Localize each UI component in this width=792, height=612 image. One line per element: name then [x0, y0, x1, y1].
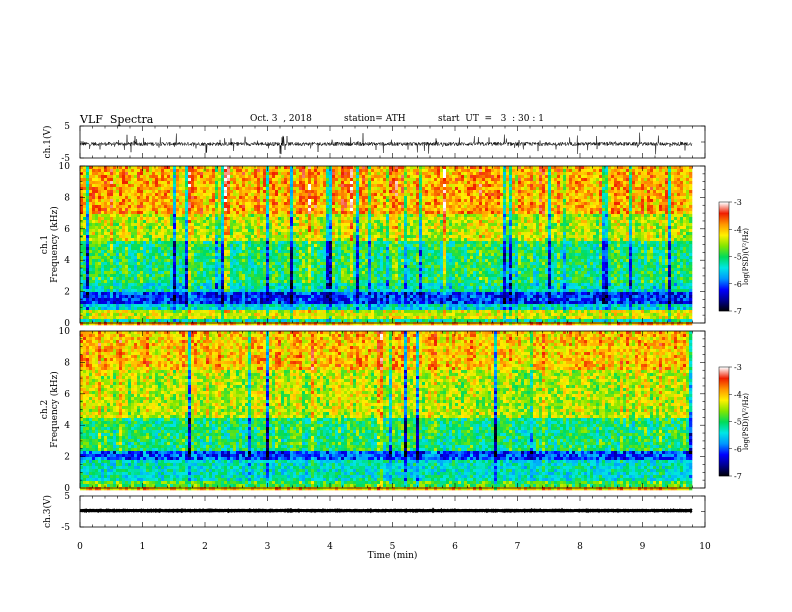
chart-title: VLF Spectra — [80, 113, 153, 126]
x-tick-label: 7 — [515, 542, 521, 552]
colorbar-tick-label: -3 — [734, 363, 742, 372]
y-tick-label: 5 — [64, 122, 70, 132]
colorbar-tick-label: -6 — [734, 280, 742, 289]
x-tick-label: 3 — [265, 542, 271, 552]
colorbar-label: log(PSD)(V²/Hz) — [742, 228, 750, 285]
colorbar-tick-label: -5 — [734, 253, 742, 262]
start-time-label: start UT = 3 : 30 : 1 — [438, 114, 544, 124]
y-tick-label: 4 — [64, 256, 70, 266]
colorbar-tick-label: -4 — [734, 390, 742, 399]
colorbar-tick-label: -7 — [734, 472, 742, 481]
y-tick-label: 2 — [64, 453, 70, 463]
ch3-waveform-panel: 5 -5 ch.3(V) — [42, 492, 706, 533]
colorbar-tick-label: -5 — [734, 418, 742, 427]
x-axis-label: Time (min) — [368, 550, 418, 561]
colorbar-tick-label: -4 — [734, 225, 742, 234]
y-tick-label: 8 — [64, 358, 70, 368]
y-axis-label: Frequency (kHz) — [49, 371, 60, 448]
y-tick-label: 6 — [64, 225, 70, 235]
x-tick-label: 0 — [77, 542, 83, 552]
y-axis-label: Frequency (kHz) — [49, 206, 60, 283]
y-tick-label: -5 — [61, 523, 70, 533]
date-label: Oct. 3 , 2018 — [250, 114, 312, 124]
ch1-waveform-panel: 5 -5 ch.1(V) — [42, 122, 706, 164]
x-tick-label: 8 — [577, 542, 583, 552]
y-tick-label: 4 — [64, 421, 70, 431]
channel-label: ch.2 — [40, 400, 50, 419]
x-tick-label: 10 — [699, 542, 711, 552]
y-tick-label: 6 — [64, 390, 70, 400]
y-tick-label: 8 — [64, 193, 70, 203]
spectrogram-image — [80, 331, 693, 491]
colorbar-tick-label: -6 — [734, 445, 742, 454]
y-axis-label: ch.1(V) — [42, 126, 53, 159]
x-tick-label: 5 — [390, 542, 396, 552]
waveform-trace — [79, 507, 693, 514]
y-tick-label: 0 — [64, 319, 70, 329]
colorbar-tick-label: -3 — [734, 198, 742, 207]
station-label: station= ATH — [344, 114, 406, 124]
spectrogram-image — [80, 166, 693, 326]
ch1-colorbar: -3 -4 -5 -6 -7 log(PSD)(V²/Hz) — [718, 198, 750, 316]
x-tick-label: 1 — [140, 542, 146, 552]
colorbar-label: log(PSD)(V²/Hz) — [742, 393, 750, 450]
y-tick-label: 10 — [59, 327, 71, 337]
waveform-trace — [79, 132, 693, 155]
colorbar-tick-label: -7 — [734, 307, 742, 316]
channel-label: ch.1 — [40, 235, 50, 254]
y-tick-label: 2 — [64, 288, 70, 298]
ch2-colorbar: -3 -4 -5 -6 -7 log(PSD)(V²/Hz) — [718, 363, 750, 481]
ch1-spectrogram-panel: 0 2 4 6 8 10 ch.1 Frequency (kHz) — [40, 162, 706, 329]
y-tick-label: 0 — [64, 484, 70, 494]
x-tick-label: 2 — [202, 542, 208, 552]
x-tick-label: 6 — [452, 542, 458, 552]
time-axis: 0 1 2 3 4 5 6 7 8 9 10 Time (min) — [77, 542, 711, 561]
x-tick-label: 9 — [640, 542, 646, 552]
x-tick-label: 4 — [327, 542, 333, 552]
y-tick-label: 10 — [59, 162, 71, 172]
y-tick-label: 5 — [64, 492, 70, 502]
y-tick-label: -5 — [61, 154, 70, 164]
y-axis-label: ch.3(V) — [42, 495, 53, 528]
ch2-spectrogram-panel: 0 2 4 6 8 10 ch.2 Frequency (kHz) — [40, 327, 706, 494]
